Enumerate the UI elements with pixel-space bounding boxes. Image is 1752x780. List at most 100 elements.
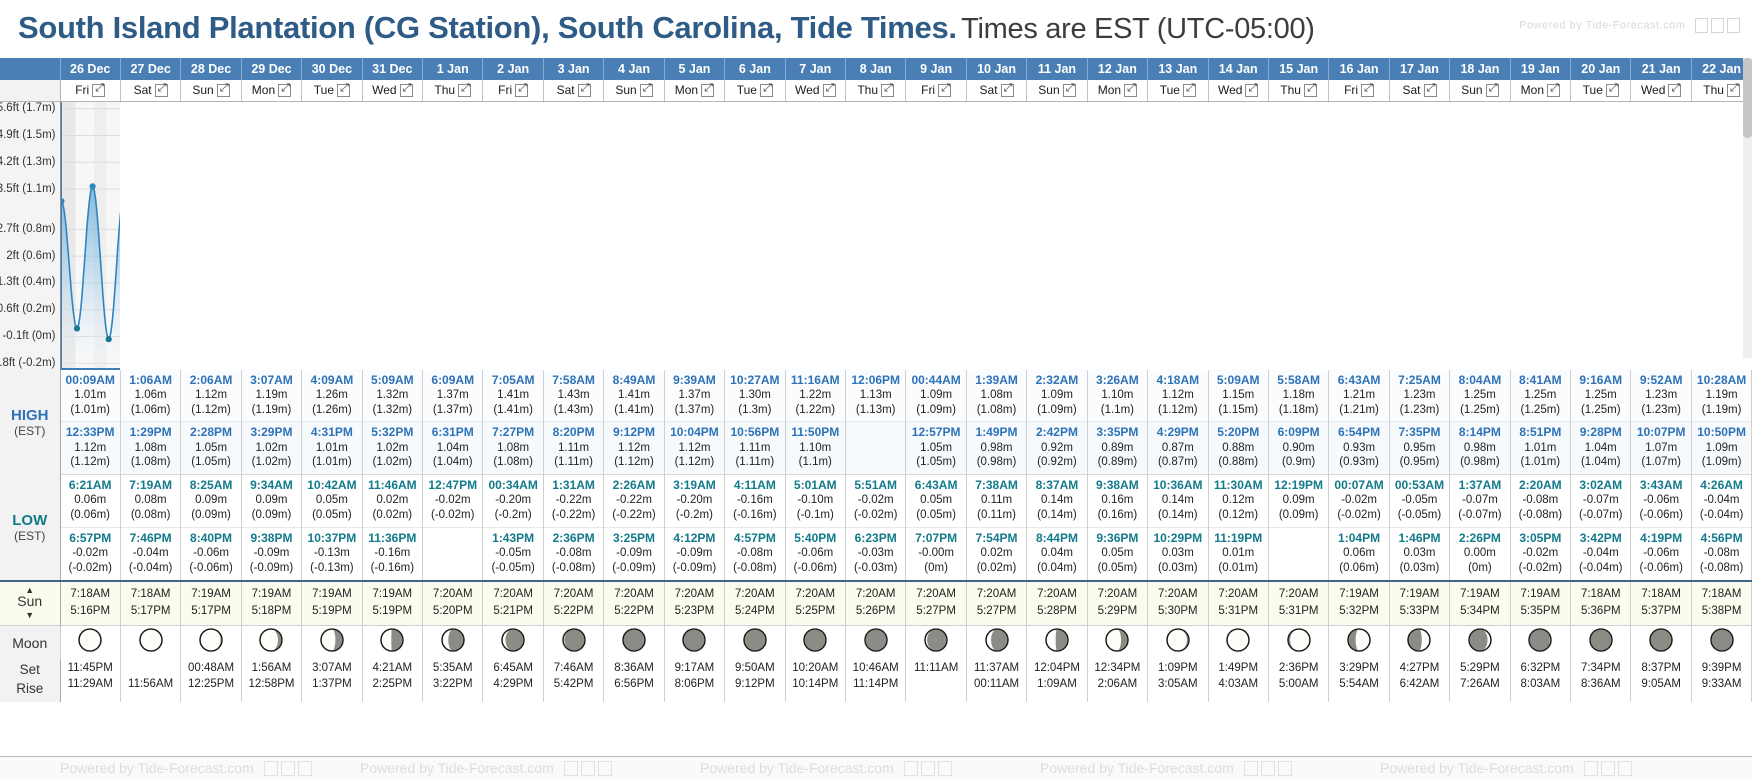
date-header-25[interactable]: 20 Jan bbox=[1570, 58, 1632, 80]
weekday-cell-11[interactable]: Tue bbox=[724, 80, 786, 102]
expand-icon-2[interactable] bbox=[216, 82, 231, 97]
expand-icon-15[interactable] bbox=[1000, 82, 1015, 97]
expand-icon-19[interactable] bbox=[1245, 82, 1259, 97]
date-header-17[interactable]: 12 Jan bbox=[1087, 58, 1149, 80]
expand-icon-5[interactable] bbox=[399, 82, 414, 97]
date-header-27[interactable]: 22 Jan bbox=[1691, 58, 1752, 80]
expand-icon-10[interactable] bbox=[701, 82, 715, 97]
expand-icon-12[interactable] bbox=[822, 82, 837, 97]
weekday-cell-8[interactable]: Sat bbox=[543, 80, 605, 102]
moonset-time-15: 11:37AM bbox=[973, 661, 1020, 674]
weekday-cell-13[interactable]: Thu bbox=[845, 80, 907, 102]
moon-phase-icon bbox=[1709, 628, 1734, 653]
date-header-14[interactable]: 9 Jan bbox=[905, 58, 967, 80]
date-header-11[interactable]: 6 Jan bbox=[724, 58, 786, 80]
expand-icon-4[interactable] bbox=[337, 82, 351, 97]
weekday-cell-18[interactable]: Tue bbox=[1147, 80, 1209, 102]
date-header-10[interactable]: 5 Jan bbox=[664, 58, 726, 80]
date-header-19[interactable]: 14 Jan bbox=[1208, 58, 1269, 80]
weekday-cell-1[interactable]: Sat bbox=[120, 80, 182, 102]
expand-icon-26[interactable] bbox=[1668, 82, 1682, 97]
weekday-cell-26[interactable]: Wed bbox=[1630, 80, 1692, 102]
weekday-cell-0[interactable]: Fri bbox=[60, 80, 121, 102]
date-header-24[interactable]: 19 Jan bbox=[1510, 58, 1572, 80]
date-header-9[interactable]: 4 Jan bbox=[603, 58, 665, 80]
high-cell-1-12: 11:50PM 1.10m (1.1m) bbox=[785, 421, 846, 475]
expand-icon-18[interactable] bbox=[1182, 82, 1197, 97]
expand-icon-7[interactable] bbox=[515, 82, 529, 97]
date-header-8[interactable]: 3 Jan bbox=[543, 58, 605, 80]
date-header-22[interactable]: 17 Jan bbox=[1389, 58, 1451, 80]
date-header-26[interactable]: 21 Jan bbox=[1630, 58, 1692, 80]
weekday-cell-25[interactable]: Tue bbox=[1570, 80, 1632, 102]
expand-icon-17[interactable] bbox=[1124, 82, 1138, 97]
weekday-cell-14[interactable]: Fri bbox=[905, 80, 967, 102]
weekday-cell-5[interactable]: Wed bbox=[362, 80, 424, 102]
date-header-4[interactable]: 30 Dec bbox=[301, 58, 363, 80]
expand-icon-11[interactable] bbox=[759, 82, 774, 97]
weekday-cell-10[interactable]: Mon bbox=[664, 80, 726, 102]
low-height-0-17: 0.16m bbox=[1101, 494, 1134, 507]
date-header-5[interactable]: 31 Dec bbox=[362, 58, 424, 80]
high-cell-0-24: 8:41AM 1.25m (1.25m) bbox=[1510, 369, 1572, 422]
weekday-cell-3[interactable]: Mon bbox=[241, 80, 303, 102]
weekday-cell-7[interactable]: Fri bbox=[482, 80, 544, 102]
date-header-21[interactable]: 16 Jan bbox=[1328, 58, 1390, 80]
date-header-15[interactable]: 10 Jan bbox=[966, 58, 1028, 80]
vertical-scrollbar[interactable] bbox=[1743, 58, 1752, 358]
weekday-cell-23[interactable]: Sun bbox=[1449, 80, 1511, 102]
expand-icon-27[interactable] bbox=[1726, 82, 1741, 97]
expand-icon-1[interactable] bbox=[154, 82, 169, 97]
expand-icon-16[interactable] bbox=[1062, 82, 1077, 97]
low-time-0-19: 11:30AM bbox=[1213, 478, 1263, 493]
weekday-cell-4[interactable]: Tue bbox=[301, 80, 363, 102]
expand-icon-24[interactable] bbox=[1547, 82, 1561, 97]
low-time-1-23: 2:26PM bbox=[1458, 530, 1501, 545]
expand-icon-9[interactable] bbox=[639, 82, 654, 97]
date-header-2[interactable]: 28 Dec bbox=[180, 58, 242, 80]
weekday-cell-9[interactable]: Sun bbox=[603, 80, 665, 102]
weekday-cell-22[interactable]: Sat bbox=[1389, 80, 1451, 102]
expand-icon-13[interactable] bbox=[881, 82, 895, 97]
date-header-1[interactable]: 27 Dec bbox=[120, 58, 182, 80]
expand-icon-6[interactable] bbox=[458, 82, 472, 97]
scrollbar-thumb[interactable] bbox=[1743, 58, 1752, 138]
date-header-13[interactable]: 8 Jan bbox=[845, 58, 907, 80]
expand-icon-3[interactable] bbox=[278, 82, 292, 97]
weekday-cell-20[interactable]: Thu bbox=[1268, 80, 1330, 102]
expand-icon-22[interactable] bbox=[1423, 82, 1438, 97]
weekday-cell-21[interactable]: Fri bbox=[1328, 80, 1390, 102]
date-header-corner bbox=[0, 58, 61, 80]
date-header-20[interactable]: 15 Jan bbox=[1268, 58, 1330, 80]
date-header-0[interactable]: 26 Dec bbox=[60, 58, 121, 80]
weekday-cell-2[interactable]: Sun bbox=[180, 80, 242, 102]
expand-icon-23[interactable] bbox=[1485, 82, 1500, 97]
weekday-cell-19[interactable]: Wed bbox=[1208, 80, 1269, 102]
weekday-cell-6[interactable]: Thu bbox=[422, 80, 484, 102]
expand-icon-0[interactable] bbox=[92, 82, 106, 97]
date-header-23[interactable]: 18 Jan bbox=[1449, 58, 1511, 80]
high-time-1-15: 1:49PM bbox=[975, 425, 1018, 440]
date-header-18[interactable]: 13 Jan bbox=[1147, 58, 1209, 80]
weekday-cell-24[interactable]: Mon bbox=[1510, 80, 1572, 102]
low-time-0-23: 1:37AM bbox=[1458, 478, 1502, 493]
date-header-7[interactable]: 2 Jan bbox=[482, 58, 544, 80]
weekday-cell-17[interactable]: Mon bbox=[1087, 80, 1149, 102]
expand-icon-25[interactable] bbox=[1605, 82, 1620, 97]
expand-icon-21[interactable] bbox=[1361, 82, 1375, 97]
date-header-6[interactable]: 1 Jan bbox=[422, 58, 484, 80]
weekday-cell-12[interactable]: Wed bbox=[785, 80, 846, 102]
expand-icon-20[interactable] bbox=[1303, 82, 1318, 97]
date-header-16[interactable]: 11 Jan bbox=[1026, 58, 1088, 80]
expand-icon-14[interactable] bbox=[938, 82, 952, 97]
date-header-3[interactable]: 29 Dec bbox=[241, 58, 303, 80]
high-cell-0-0: 00:09AM 1.01m (1.01m) bbox=[60, 369, 121, 422]
date-header-12[interactable]: 7 Jan bbox=[785, 58, 846, 80]
weekday-cell-15[interactable]: Sat bbox=[966, 80, 1028, 102]
weekday-cell-27[interactable]: Thu bbox=[1691, 80, 1752, 102]
high-time-0-26: 9:52AM bbox=[1639, 372, 1683, 387]
expand-icon-8[interactable] bbox=[577, 82, 592, 97]
moonrise-time-26: 9:05AM bbox=[1641, 678, 1681, 691]
weekday-cell-16[interactable]: Sun bbox=[1026, 80, 1088, 102]
high-time-0-6: 6:09AM bbox=[431, 372, 475, 387]
